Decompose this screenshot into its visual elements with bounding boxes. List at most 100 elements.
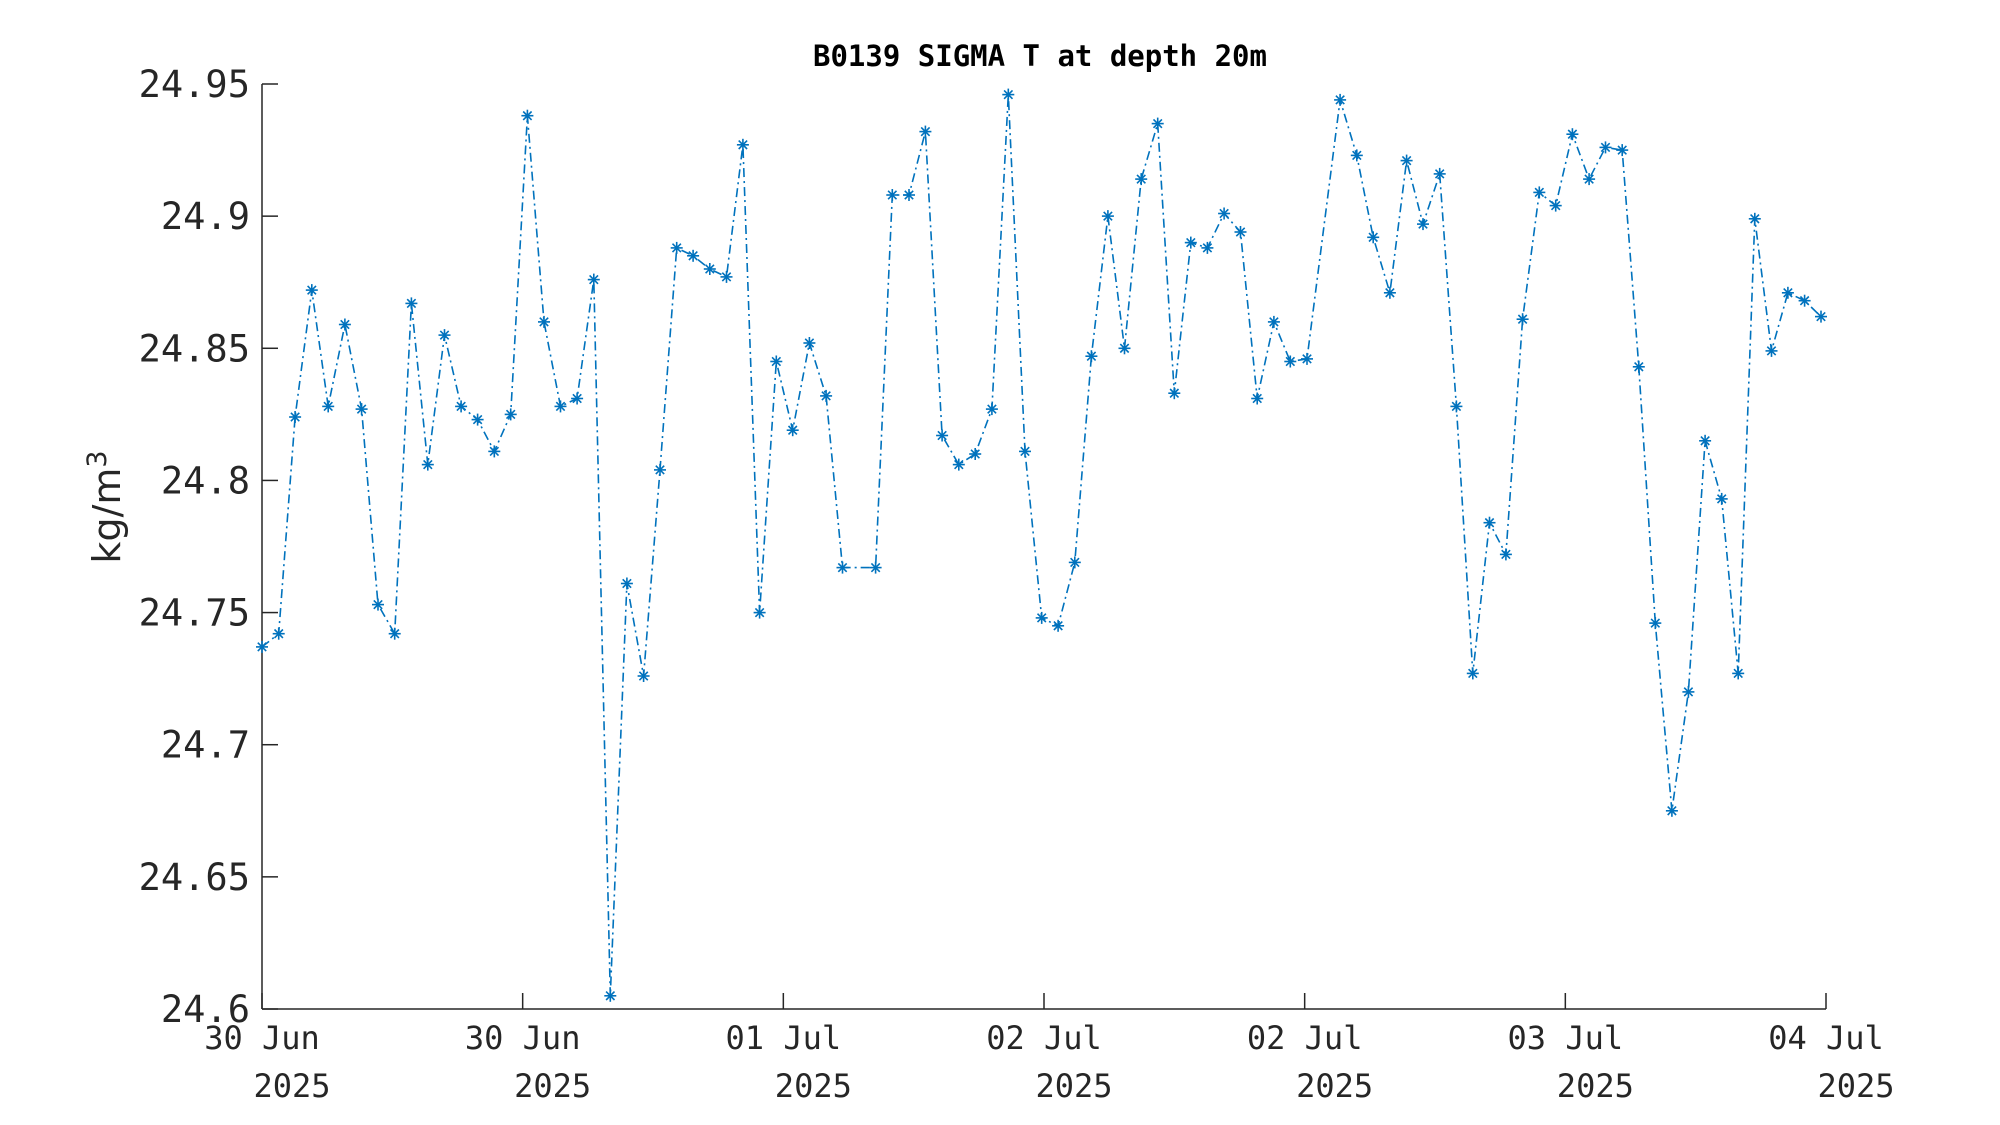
data-point-marker bbox=[521, 109, 534, 122]
marker-stroke bbox=[804, 338, 815, 348]
data-point-marker bbox=[1715, 492, 1728, 505]
data-point-marker bbox=[355, 403, 368, 416]
x-tick-label-year: 2025 bbox=[1817, 1067, 1894, 1105]
data-point-marker bbox=[670, 241, 683, 254]
data-point-marker bbox=[338, 318, 351, 331]
data-point-marker bbox=[1383, 286, 1396, 299]
marker-stroke bbox=[1070, 557, 1080, 568]
data-point-marker bbox=[421, 458, 434, 471]
y-axis: 24.6 24.65 24.7 24.75 24.8 24.85 24.9 24.95 bbox=[139, 63, 278, 1031]
marker-stroke bbox=[1484, 517, 1495, 528]
marker-stroke bbox=[539, 317, 549, 327]
data-point-marker bbox=[1499, 548, 1512, 561]
data-point-marker bbox=[886, 189, 899, 201]
marker-stroke bbox=[1219, 208, 1229, 219]
marker-stroke bbox=[1750, 214, 1760, 224]
marker-stroke bbox=[837, 562, 848, 573]
data-point-marker bbox=[1184, 236, 1197, 249]
marker-stroke bbox=[655, 465, 665, 475]
series-line bbox=[261, 94, 1822, 996]
marker-stroke bbox=[1003, 89, 1014, 100]
y-tick-label: 24.9 bbox=[161, 195, 250, 238]
y-tick-label: 24.95 bbox=[139, 63, 250, 106]
marker-stroke bbox=[1269, 317, 1279, 327]
data-point-marker bbox=[637, 670, 650, 682]
marker-stroke bbox=[671, 243, 682, 253]
marker-stroke bbox=[1401, 155, 1412, 166]
marker-stroke bbox=[1086, 351, 1097, 361]
y-tick-label: 24.75 bbox=[139, 592, 250, 635]
data-point-marker bbox=[1732, 667, 1745, 680]
data-point-marker bbox=[720, 270, 733, 283]
data-point-marker bbox=[1284, 355, 1297, 368]
data-point-marker bbox=[1649, 617, 1662, 630]
marker-stroke bbox=[472, 414, 483, 425]
marker-stroke bbox=[887, 190, 898, 200]
data-point-marker bbox=[438, 329, 451, 342]
marker-stroke bbox=[721, 272, 732, 282]
marker-stroke bbox=[1584, 174, 1594, 184]
marker-stroke bbox=[1468, 668, 1478, 679]
marker-stroke bbox=[638, 671, 649, 681]
data-point-marker bbox=[554, 400, 567, 413]
marker-stroke bbox=[1202, 243, 1213, 253]
data-point-marker bbox=[1367, 231, 1380, 244]
marker-stroke bbox=[1418, 219, 1428, 229]
marker-stroke bbox=[688, 251, 698, 261]
data-point-marker bbox=[1765, 344, 1778, 357]
x-tick-label-year: 2025 bbox=[775, 1067, 852, 1105]
data-point-marker bbox=[1599, 141, 1612, 154]
x-tick-label-year: 2025 bbox=[253, 1067, 330, 1105]
y-tick-label: 24.6 bbox=[161, 988, 250, 1031]
data-point-marker bbox=[969, 448, 982, 460]
data-point-marker bbox=[1566, 128, 1579, 141]
marker-stroke bbox=[1617, 145, 1627, 155]
marker-stroke bbox=[1451, 401, 1462, 412]
marker-stroke bbox=[1766, 346, 1777, 356]
marker-stroke bbox=[456, 401, 466, 412]
data-point-marker bbox=[1135, 173, 1148, 186]
data-point-marker bbox=[1781, 286, 1794, 299]
data-point-marker bbox=[1699, 434, 1712, 447]
data-point-marker bbox=[1466, 667, 1479, 680]
data-point-marker bbox=[1267, 315, 1280, 328]
series-layer bbox=[256, 88, 1827, 1002]
data-point-marker bbox=[985, 403, 998, 416]
data-point-marker bbox=[1583, 173, 1596, 186]
marker-stroke bbox=[439, 330, 450, 340]
marker-stroke bbox=[920, 126, 931, 137]
marker-stroke bbox=[705, 264, 715, 274]
data-point-marker bbox=[504, 408, 517, 421]
y-axis-label-superscript: 3 bbox=[82, 450, 113, 467]
marker-stroke bbox=[1550, 200, 1561, 211]
marker-stroke bbox=[1103, 211, 1113, 221]
marker-stroke bbox=[1252, 393, 1262, 404]
x-tick-label-date: 01 Jul bbox=[726, 1019, 842, 1057]
data-point-marker bbox=[538, 315, 550, 328]
data-point-marker bbox=[1483, 516, 1496, 529]
y-tick-label: 24.8 bbox=[161, 459, 250, 502]
data-point-marker bbox=[1301, 352, 1313, 365]
marker-stroke bbox=[1534, 187, 1545, 198]
data-point-marker bbox=[1085, 350, 1098, 363]
data-point-marker bbox=[1251, 392, 1264, 405]
x-tick-label-year: 2025 bbox=[1557, 1067, 1634, 1105]
marker-stroke bbox=[1634, 362, 1644, 372]
marker-stroke bbox=[1501, 549, 1511, 560]
data-point-marker bbox=[1682, 685, 1695, 698]
data-point-marker bbox=[1350, 149, 1363, 162]
marker-stroke bbox=[1352, 150, 1362, 161]
data-point-marker bbox=[1068, 556, 1081, 569]
marker-stroke bbox=[1368, 232, 1378, 243]
data-point-marker bbox=[604, 989, 617, 1002]
y-tick-label: 24.85 bbox=[139, 327, 250, 370]
y-tick-label: 24.7 bbox=[161, 724, 250, 767]
marker-stroke bbox=[1600, 142, 1611, 153]
marker-stroke bbox=[1186, 237, 1196, 248]
data-point-marker bbox=[1549, 199, 1562, 212]
data-point-marker bbox=[753, 606, 766, 619]
marker-stroke bbox=[821, 391, 831, 401]
data-point-marker bbox=[1798, 294, 1811, 307]
data-point-marker bbox=[770, 355, 783, 368]
data-point-marker bbox=[936, 429, 949, 442]
